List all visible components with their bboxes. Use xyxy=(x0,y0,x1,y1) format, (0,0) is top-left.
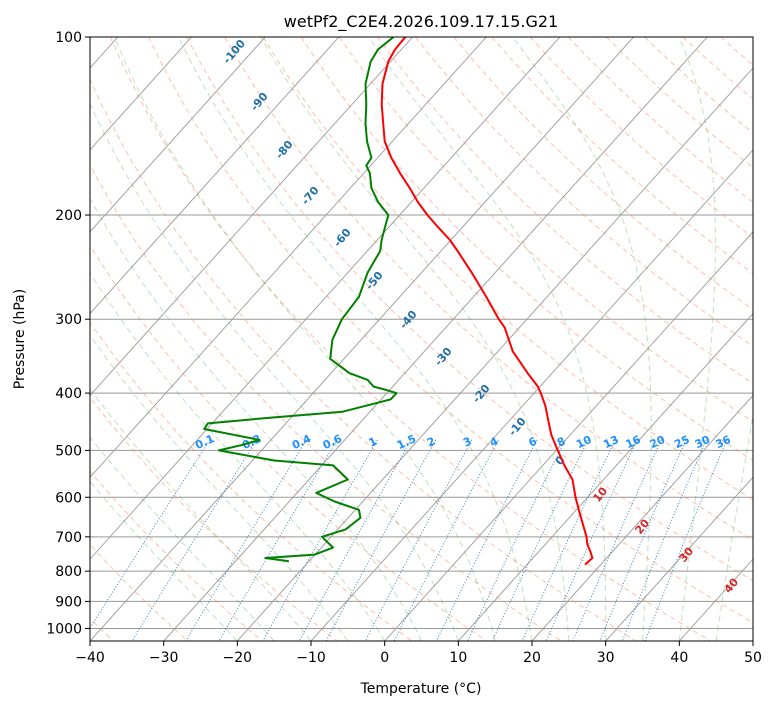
y-tick-label: 1000 xyxy=(46,621,82,637)
x-tick-label: 10 xyxy=(449,650,467,666)
dry-adiabat-line xyxy=(90,244,488,641)
temperature-profile xyxy=(380,37,594,566)
dry-adiabat-line xyxy=(90,163,563,641)
mixing-ratio-line xyxy=(218,439,338,641)
mixing-ratio-label: 13 xyxy=(601,433,620,451)
mixing-ratio-line xyxy=(262,439,378,641)
isotherm-line xyxy=(90,37,487,479)
mixing-ratio-label: 20 xyxy=(648,433,668,451)
x-tick-label: 0 xyxy=(380,650,389,666)
y-tick-label: 500 xyxy=(55,443,82,459)
moist-adiabat-line xyxy=(512,37,652,641)
y-axis-label: Pressure (hPa) xyxy=(12,289,28,389)
moist-adiabat-line xyxy=(90,102,459,641)
mixing-ratio-line xyxy=(298,439,412,641)
isotherm-line xyxy=(90,37,561,560)
mixing-ratio-line xyxy=(491,439,589,641)
dry-adiabat-line xyxy=(186,37,753,582)
isotherm-line xyxy=(90,37,192,151)
dry-adiabat-line xyxy=(338,37,753,423)
mixing-ratio-label: 10 xyxy=(574,433,594,451)
x-tick-label: 50 xyxy=(744,650,762,666)
moist-adiabat-line xyxy=(178,37,533,641)
x-tick-label: −10 xyxy=(296,650,326,666)
x-tick-label: 20 xyxy=(523,650,541,666)
x-tick-label: −20 xyxy=(223,650,253,666)
mixing-ratio-line xyxy=(393,439,499,641)
plot-frame xyxy=(89,36,754,642)
isotherm-line xyxy=(90,37,266,233)
x-tick-label: 30 xyxy=(597,650,615,666)
y-tick-label: 300 xyxy=(55,312,82,328)
dry-adiabat-line xyxy=(90,396,338,641)
y-tick-label: 400 xyxy=(55,386,82,402)
dry-adiabat-line xyxy=(262,37,753,501)
isotherm-line xyxy=(90,37,413,397)
isotherm-line xyxy=(163,37,708,641)
mixing-ratio-line xyxy=(131,439,257,641)
x-axis-label: Temperature (°C) xyxy=(360,681,482,697)
moist-adiabat-line xyxy=(90,272,386,641)
y-tick-label: 600 xyxy=(55,490,82,506)
moist-adiabat-line xyxy=(90,388,312,641)
mixing-ratio-line xyxy=(185,439,307,641)
moist-adiabat-line xyxy=(260,37,570,641)
x-tick-label: −40 xyxy=(75,650,105,666)
dry-adiabat-line xyxy=(224,37,753,541)
moist-adiabat-line xyxy=(715,413,753,641)
moist-adiabat-line xyxy=(113,37,496,641)
moist-adiabat-line xyxy=(368,37,607,641)
mixing-ratio-line xyxy=(621,439,707,641)
moist-adiabat-line xyxy=(678,37,716,641)
y-tick-label: 200 xyxy=(55,208,82,224)
moist-adiabat-line xyxy=(90,480,238,641)
mixing-ratio-line xyxy=(466,439,566,641)
mixing-ratio-line xyxy=(599,439,687,641)
y-tick-label: 700 xyxy=(55,530,82,546)
dry-adiabat-line xyxy=(300,37,753,461)
dry-adiabat-line xyxy=(109,37,712,641)
isotherm-line xyxy=(457,312,753,641)
mixing-ratio-line xyxy=(644,439,728,641)
x-tick-label: 40 xyxy=(670,650,688,666)
mixing-ratio-line xyxy=(90,439,211,629)
moist-adiabat-line xyxy=(90,334,349,641)
moist-adiabat-line xyxy=(90,436,275,641)
isotherm-line xyxy=(90,37,340,315)
isotherm-line xyxy=(605,476,753,641)
isotherm-line xyxy=(531,394,753,641)
mixing-ratio-label: 30 xyxy=(693,433,713,451)
isotherm-line xyxy=(384,231,753,641)
isotherm-line xyxy=(90,37,634,641)
dry-adiabat-line xyxy=(377,37,753,385)
chart-title: wetPf2_C2E4.2026.109.17.15.G21 xyxy=(284,12,558,32)
mixing-ratio-label: 36 xyxy=(713,433,733,451)
y-tick-label: 800 xyxy=(55,564,82,580)
axes: −40 −30 −20 −10 0 10 20 30 40 50 100 200 300 400 500 60… xyxy=(46,30,762,666)
profiles xyxy=(203,37,594,566)
dry-adiabat-line xyxy=(90,321,413,641)
dry-adiabat-line xyxy=(415,37,753,347)
mixing-ratio-line xyxy=(325,439,437,641)
background-lines xyxy=(90,37,753,641)
dry-adiabat-line xyxy=(148,37,753,624)
dry-adiabat-line xyxy=(90,78,637,641)
dry-adiabat-line xyxy=(90,470,264,641)
dewpoint-profile xyxy=(203,37,398,563)
x-tick-label: −30 xyxy=(149,650,179,666)
y-tick-label: 900 xyxy=(55,594,82,610)
y-tick-label: 100 xyxy=(55,30,82,46)
mixing-ratio-label: 16 xyxy=(624,433,644,451)
dry-adiabat-line xyxy=(90,544,189,641)
mixing-ratio-label: 25 xyxy=(672,433,691,451)
mixing-ratio-line xyxy=(572,439,662,641)
